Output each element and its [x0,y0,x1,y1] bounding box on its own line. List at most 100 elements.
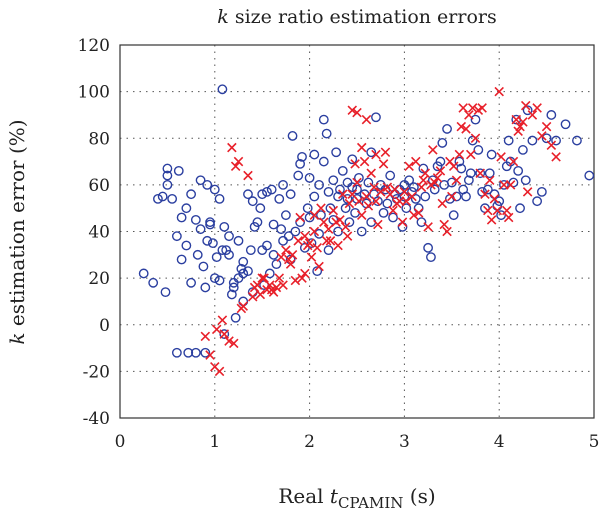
circle-point [416,217,427,228]
cross-point [447,191,457,202]
cross-point [397,217,408,227]
y-tick-label: 100 [78,83,110,103]
circle-point [205,217,215,228]
cross-point [502,205,512,216]
circle-point [287,131,298,141]
cross-point [494,86,504,97]
circle-point [238,296,249,307]
cross-point [418,175,429,185]
y-tick-label: -20 [83,362,110,382]
circle-point [236,263,247,274]
circle-point [437,138,448,148]
circle-point [470,114,481,125]
cross-point [352,177,362,188]
cross-point [456,121,467,132]
circle-point [314,228,324,239]
cross-point [227,142,237,153]
cross-point [281,245,291,255]
circle-point [318,114,329,125]
circle-point [429,184,440,195]
x-tick-label: 2 [304,432,315,452]
circle-point [435,156,446,167]
circle-point [321,128,332,139]
cross-point [350,159,360,169]
cross-point [380,147,391,158]
circle-point [230,312,241,323]
cross-point [437,198,448,209]
circle-point [475,168,486,179]
circle-point [167,193,178,204]
circle-point [505,156,516,167]
circle-point [153,193,163,204]
circle-point [397,221,408,232]
cross-point [314,261,324,272]
cross-point [428,145,438,155]
cross-point [511,114,522,125]
cross-point [435,166,446,176]
circle-point [181,203,192,214]
cross-point [361,191,372,202]
circle-point [295,217,306,228]
circle-point [257,245,268,256]
cross-point [416,182,427,192]
cross-point [309,226,320,237]
cross-point [375,187,386,197]
circle-point [541,133,552,144]
circle-point [342,193,353,204]
circle-point [243,266,253,277]
circle-point [318,156,329,167]
circle-point [337,165,348,176]
circle-point [238,268,249,279]
circle-point [268,219,279,230]
cross-point [224,336,234,346]
cross-point [347,105,358,116]
circle-point [245,245,256,256]
circle-point [278,235,288,246]
circle-point [342,177,353,188]
circle-point [162,163,173,174]
cross-point [518,117,528,127]
circle-point [484,168,495,179]
cross-point [268,287,279,297]
cross-point [467,103,478,113]
circle-point [219,329,230,339]
cross-point [323,224,334,234]
circle-point [306,238,317,249]
circle-point [173,165,184,176]
cross-point [352,107,362,118]
circle-point [551,135,561,146]
cross-point [409,210,419,220]
y-tick-label: 80 [88,129,110,149]
cross-point [366,168,376,178]
circle-point [293,170,304,181]
circle-point [297,151,307,162]
circle-point [214,275,225,286]
circle-point [371,112,381,123]
cross-point [285,259,296,269]
cross-point [465,149,476,160]
circle-point [382,198,393,209]
cross-point [520,100,531,111]
circle-point [513,165,524,176]
cross-point [340,222,351,232]
circle-point [157,191,168,202]
cross-point [356,142,367,153]
circle-point [264,268,275,279]
cross-point [407,191,417,202]
circle-point [278,179,288,190]
circle-point [247,196,258,207]
circle-point [217,245,228,256]
circle-point [454,156,465,167]
circle-point [461,191,471,202]
cross-point [325,236,336,246]
x-axis-label: Real tCPAMIN (s) [278,484,435,512]
cross-point [480,189,490,199]
circle-point [228,282,239,293]
circle-point [226,289,237,300]
x-tick-label: 3 [399,432,410,452]
circle-point [224,249,234,260]
circle-point [366,217,377,228]
cross-point [399,187,410,197]
cross-point [492,205,503,216]
